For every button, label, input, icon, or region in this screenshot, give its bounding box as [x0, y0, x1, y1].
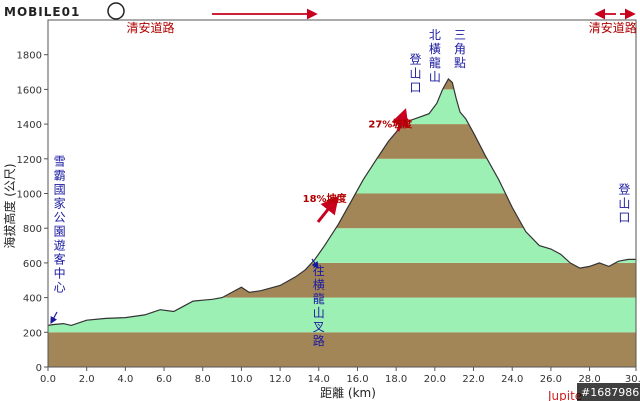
x-tick-label: 8.0	[195, 374, 211, 385]
place-label: 北橫龍山	[429, 28, 441, 84]
y-tick-label: 1600	[17, 85, 42, 96]
y-tick-label: 600	[23, 259, 42, 270]
jupiter-watermark: Jupite	[547, 389, 582, 401]
x-tick-label: 12.0	[269, 374, 291, 385]
road-label: 清安道路	[589, 20, 637, 35]
id-badge-text: #1687986	[581, 386, 639, 399]
x-tick-label: 10.0	[230, 374, 252, 385]
place-label: 登山口	[409, 51, 421, 94]
y-tick-label: 1200	[17, 155, 42, 166]
elevation-band	[48, 332, 636, 367]
x-tick-label: 2.0	[79, 374, 95, 385]
x-tick-label: 22.0	[462, 374, 484, 385]
y-tick-label: 1000	[17, 190, 42, 201]
place-label: 雪霸國家公園遊客中心	[54, 155, 66, 295]
x-tick-label: 20.0	[424, 374, 446, 385]
logo-text: MOBILE01	[4, 5, 80, 19]
y-tick-label: 1400	[17, 120, 42, 131]
x-tick-label: 0.0	[40, 374, 56, 385]
grade-arrow-18	[316, 195, 339, 223]
annotation-arrows	[50, 8, 636, 325]
x-tick-label: 26.0	[540, 374, 562, 385]
y-tick-label: 800	[23, 224, 42, 235]
x-tick-label: 4.0	[117, 374, 133, 385]
y-tick-label: 400	[23, 294, 42, 305]
x-tick-label: 18.0	[385, 374, 407, 385]
y-tick-label: 1800	[17, 51, 42, 62]
x-axis-ticks: 0.0 2.0 4.0 6.0 8.0 10.0 12.0 14.0 16.0 18.0 20.0 2…	[40, 367, 640, 385]
sky-fill	[48, 20, 636, 326]
place-label: 往横龍山叉路	[313, 263, 325, 348]
x-tick-label: 14.0	[308, 374, 330, 385]
y-axis-ticks: 0 200 400 600 800 1000 1200 1400 1600 1800	[17, 51, 48, 374]
place-label: 登山口	[618, 182, 630, 225]
x-tick-label: 24.0	[501, 374, 523, 385]
sky-area	[48, 20, 636, 326]
id-badge	[577, 383, 640, 401]
grade-label: 27%坡度	[368, 118, 413, 131]
elevation-line	[47, 78, 636, 327]
y-tick-label: 0	[36, 363, 42, 374]
pointer-arrow-junction	[311, 258, 319, 269]
grade-arrow-27	[391, 108, 409, 132]
logo-ring-icon	[107, 2, 125, 20]
elevation-profile-line	[47, 78, 636, 327]
y-axis-title: 海拔高度 (公尺)	[2, 163, 17, 248]
mobile01-logo: MOBILE01	[4, 2, 125, 20]
x-axis-title: 距離 (km)	[320, 386, 376, 400]
y-tick-label: 200	[23, 328, 42, 339]
road-label: 清安道路	[127, 20, 175, 35]
x-tick-label: 30.4	[625, 374, 640, 385]
place-label: 三角點	[454, 28, 466, 70]
x-tick-label: 16.0	[346, 374, 368, 385]
pointer-arrow-visitor-center	[50, 311, 58, 325]
grade-label: 18%坡度	[303, 192, 348, 205]
x-tick-label: 28.0	[578, 374, 600, 385]
x-tick-label: 6.0	[156, 374, 172, 385]
